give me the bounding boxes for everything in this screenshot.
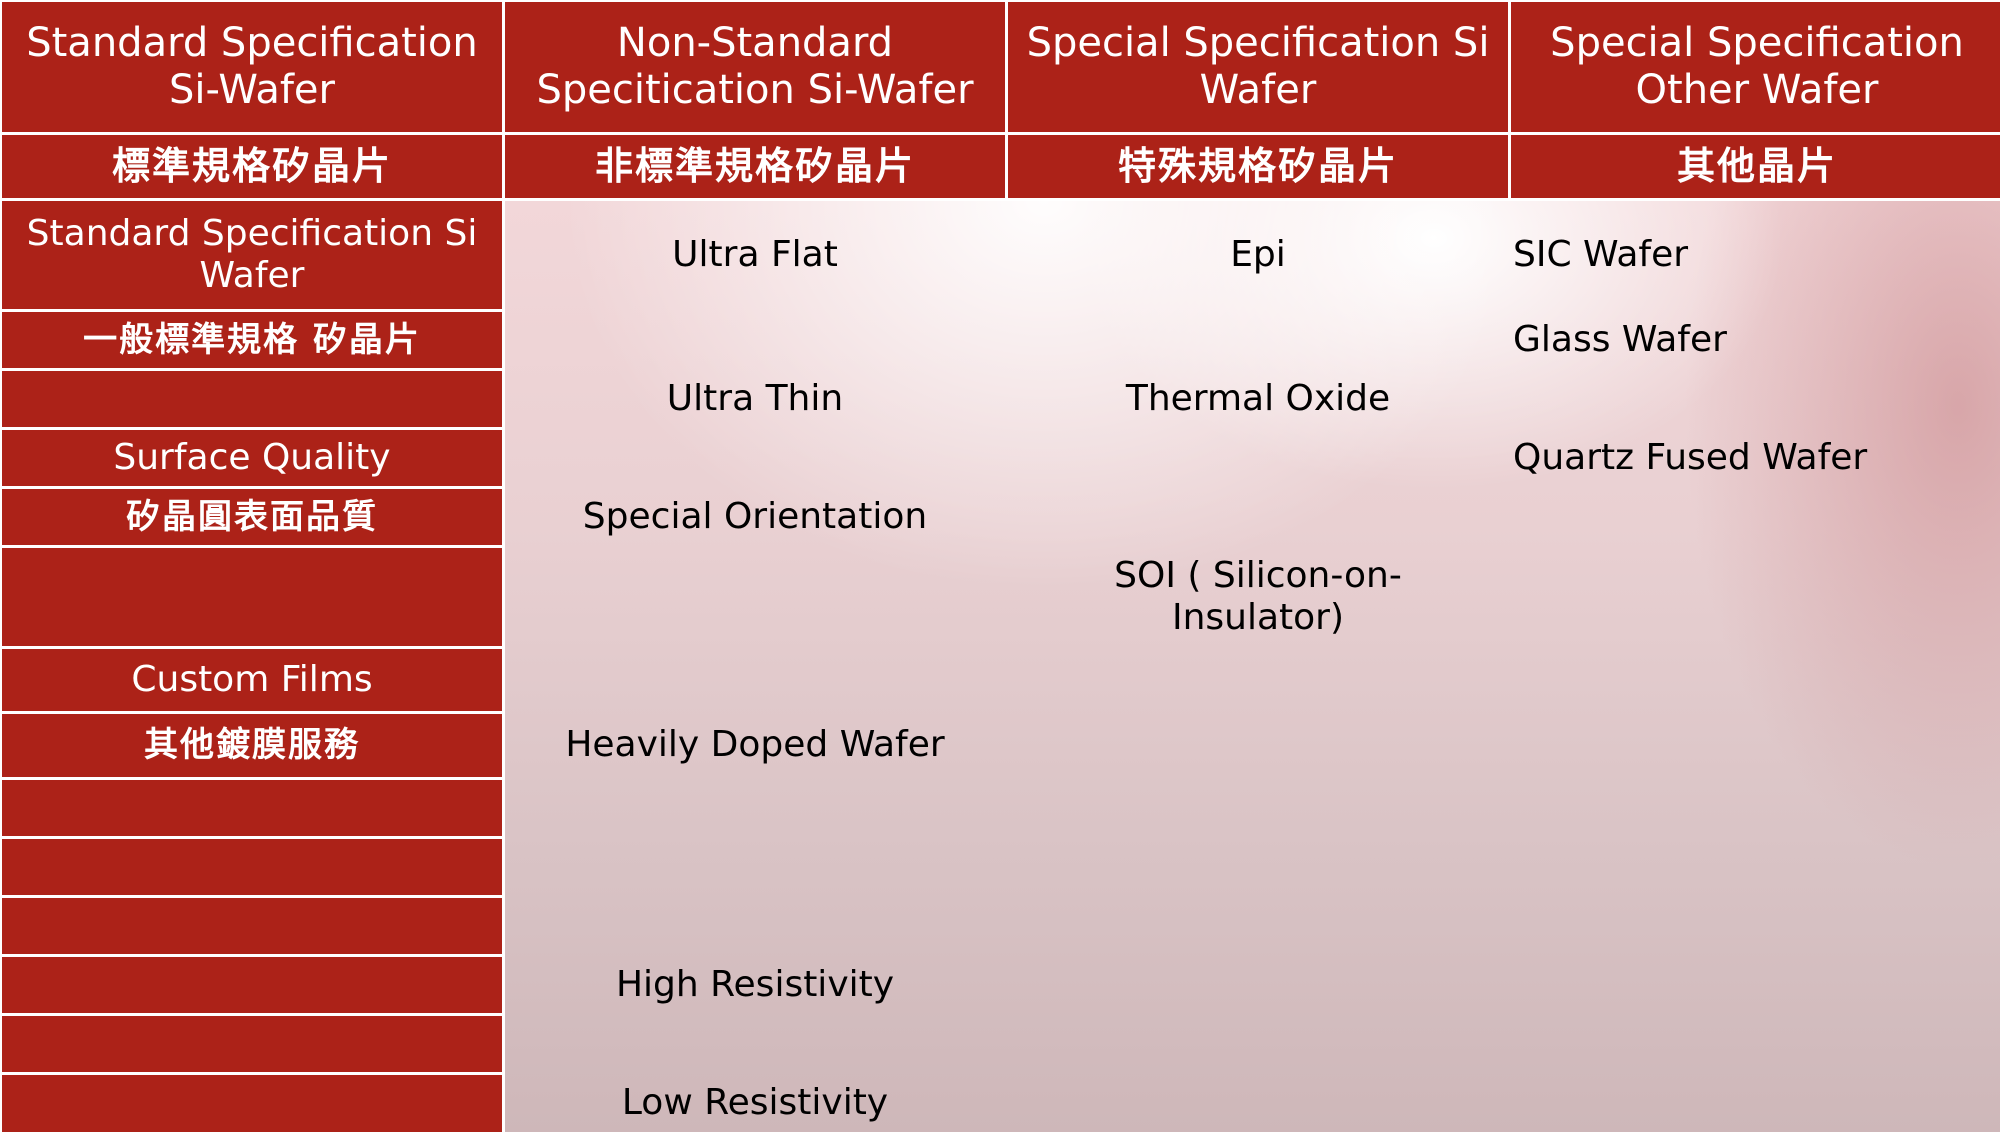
standard-empty-cell	[2, 780, 502, 836]
standard-empty-cell	[2, 839, 502, 895]
header-standard: Standard Specification Si-Wafer	[2, 2, 502, 132]
header-standard-zh: 標準規格矽晶片	[2, 135, 502, 198]
standard-empty-cell	[2, 1016, 502, 1072]
standard-item: Standard Specification Si Wafer	[2, 201, 502, 309]
standard-empty-cell	[2, 1075, 502, 1132]
non-standard-item: Heavily Doped Wafer	[565, 724, 945, 766]
non-standard-item: Special Orientation	[582, 495, 928, 537]
special-si-item: SOI ( Silicon-on-Insulator)	[1114, 554, 1402, 638]
non-standard-item: Ultra Flat	[672, 233, 838, 275]
standard-item: 一般標準規格 矽晶片	[2, 312, 502, 368]
header-non-standard-zh: 非標準規格矽晶片	[505, 135, 1005, 198]
non-standard-item: Ultra Thin	[666, 377, 844, 419]
standard-empty-cell	[2, 898, 502, 954]
standard-empty-cell	[2, 371, 502, 427]
header-other-wafer: Special Specification Other Wafer	[1511, 2, 2000, 132]
non-standard-item: High Resistivity	[615, 963, 895, 1005]
special-si-item: Epi	[1230, 233, 1286, 275]
header-special-si-zh: 特殊規格矽晶片	[1008, 135, 1508, 198]
standard-item: Custom Films	[2, 649, 502, 711]
other-wafer-item: Glass Wafer	[1513, 318, 1727, 360]
special-si-item: Thermal Oxide	[1125, 377, 1391, 419]
other-wafer-item: Quartz Fused Wafer	[1513, 436, 1868, 478]
non-standard-item: Low Resistivity	[621, 1082, 889, 1124]
standard-empty-cell	[2, 548, 502, 646]
other-wafer-item: SIC Wafer	[1513, 233, 1689, 275]
standard-empty-cell	[2, 957, 502, 1013]
table-body-background	[505, 201, 2000, 1132]
header-non-standard: Non-Standard Specitication Si-Wafer	[505, 2, 1005, 132]
header-special-si: Special Specification Si Wafer	[1008, 2, 1508, 132]
standard-item: 矽晶圓表面品質	[2, 489, 502, 545]
header-other-wafer-zh: 其他晶片	[1511, 135, 2000, 198]
standard-item: 其他鍍膜服務	[2, 714, 502, 777]
standard-item: Surface Quality	[2, 430, 502, 486]
